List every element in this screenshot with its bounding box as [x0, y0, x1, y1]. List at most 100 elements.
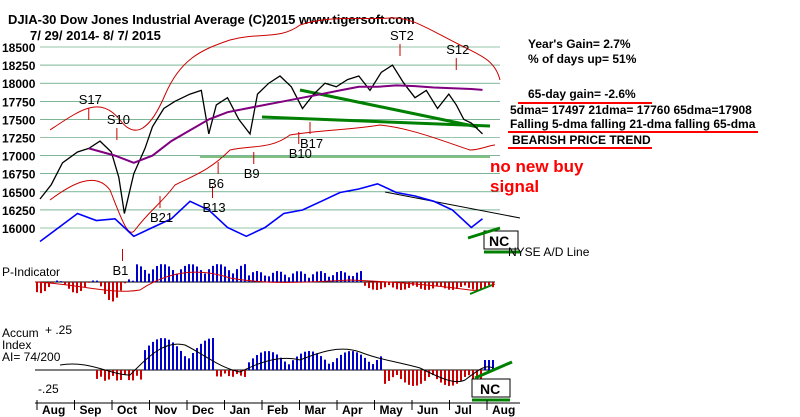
- month-label: Aug: [42, 403, 65, 417]
- signal-label: ST2: [390, 28, 414, 43]
- month-label: May: [380, 403, 404, 417]
- upper-trendline: [299, 88, 479, 129]
- p-indicator-bar: [356, 272, 358, 282]
- accum-bar: [416, 370, 418, 386]
- y-tick-label: 17000: [2, 150, 36, 164]
- accum-bar: [168, 339, 170, 370]
- accum-bar: [440, 370, 442, 383]
- p-indicator-bar: [244, 264, 246, 282]
- chart-title: DJIA-30 Dow Jones Industrial Average (C)…: [8, 12, 415, 27]
- p-indicator-bar: [328, 276, 330, 282]
- p-indicator-bar: [192, 264, 194, 282]
- accum-title: Accum: [2, 326, 39, 340]
- accum-bar: [116, 370, 118, 381]
- accum-bar: [216, 370, 218, 377]
- month-label: Jul: [455, 403, 472, 417]
- accum-bar: [436, 370, 438, 380]
- accum-bar: [108, 370, 110, 380]
- y-tick-label: 16000: [2, 222, 36, 236]
- accum-bar: [196, 348, 198, 370]
- accum-bar: [376, 359, 378, 370]
- accum-bar: [184, 356, 186, 370]
- p-indicator-bar: [168, 266, 170, 282]
- accum-ai: AI= 74/200: [2, 350, 61, 364]
- accum-bar: [300, 353, 302, 370]
- p-indicator-bar: [156, 265, 158, 282]
- p-indicator-bar: [420, 282, 422, 289]
- p-indicator-bar: [324, 273, 326, 282]
- signal-label: B9: [244, 166, 260, 181]
- p-indicator-bar: [472, 282, 474, 290]
- ad-resistance: [384, 191, 521, 219]
- p-indicator-bar: [336, 272, 338, 282]
- p-indicator-bar: [360, 271, 362, 282]
- accum-bar: [112, 370, 114, 376]
- nc-ad-arrow: [467, 226, 501, 240]
- p-indicator-bar: [428, 282, 430, 290]
- p-indicator-bar: [348, 275, 350, 282]
- p-indicator-bars: [36, 264, 494, 302]
- p-indicator-bar: [448, 282, 450, 290]
- p-indicator-bar: [92, 280, 94, 282]
- accum-bar: [348, 351, 350, 370]
- accum-bar: [384, 370, 386, 384]
- accum-bar: [192, 352, 194, 370]
- gain-65-day: 65-day gain= -2.6%: [528, 87, 636, 101]
- month-label: Aug: [492, 403, 515, 417]
- p-indicator-bar: [116, 282, 118, 298]
- p-indicator-bar: [364, 282, 366, 286]
- p-indicator-bar: [56, 280, 58, 282]
- p-indicator-bar: [460, 282, 462, 287]
- p-indicator-bar: [344, 272, 346, 282]
- p-indicator-bar: [136, 264, 138, 282]
- accum-bar: [460, 370, 462, 381]
- accum-bar: [404, 370, 406, 383]
- accum-bar: [392, 370, 394, 378]
- accum-bar: [292, 360, 294, 370]
- accum-bar: [172, 342, 174, 370]
- accum-bar: [360, 354, 362, 370]
- accum-bar: [408, 370, 410, 385]
- p-indicator-bar: [484, 282, 486, 288]
- p-indicator-bar: [112, 282, 114, 302]
- p-indicator-bar: [228, 270, 230, 282]
- accum-bar: [204, 340, 206, 370]
- y-tick-label: 18000: [2, 77, 36, 91]
- y-tick-label: 16750: [2, 168, 36, 182]
- accum-bar: [492, 360, 494, 370]
- accum-bar: [448, 370, 450, 386]
- p-indicator-bar: [52, 282, 54, 283]
- p-indicator-bar: [340, 271, 342, 282]
- month-label: Mar: [305, 403, 327, 417]
- accum-bar: [468, 370, 470, 376]
- p-indicator-bar: [272, 272, 274, 282]
- p-indicator-green: [469, 284, 493, 295]
- p-indicator-bar: [260, 272, 262, 282]
- accum-bar: [164, 338, 166, 370]
- p-indicator-bar: [72, 282, 74, 293]
- signal-label: B17: [300, 136, 323, 151]
- p-indicator-bar: [128, 279, 130, 282]
- years-gain: Year's Gain= 2.7%: [528, 37, 631, 51]
- accum-bar: [336, 358, 338, 370]
- accum-bar: [96, 370, 98, 379]
- p-indicator-bar: [308, 277, 310, 282]
- no-buy-signal-2: signal: [490, 177, 539, 196]
- accum-bar: [252, 358, 254, 370]
- month-label: Feb: [267, 403, 288, 417]
- p-indicator-bar: [256, 271, 258, 282]
- p-indicator-bar: [84, 282, 86, 287]
- accum-bar: [276, 354, 278, 370]
- accum-bar: [412, 370, 414, 386]
- p-indicator-bar: [316, 271, 318, 282]
- ma65-line: [88, 84, 483, 164]
- date-range: 7/ 29/ 2014- 8/ 7/ 2015: [30, 28, 161, 43]
- accum-bar: [328, 363, 330, 370]
- signal-label: B21: [150, 210, 173, 225]
- p-indicator-bar: [372, 282, 374, 290]
- p-indicator-bar: [224, 266, 226, 282]
- accum-bar: [396, 370, 398, 376]
- accum-bar: [308, 351, 310, 370]
- p-indicator-bar: [332, 275, 334, 282]
- accum-bar: [232, 370, 234, 377]
